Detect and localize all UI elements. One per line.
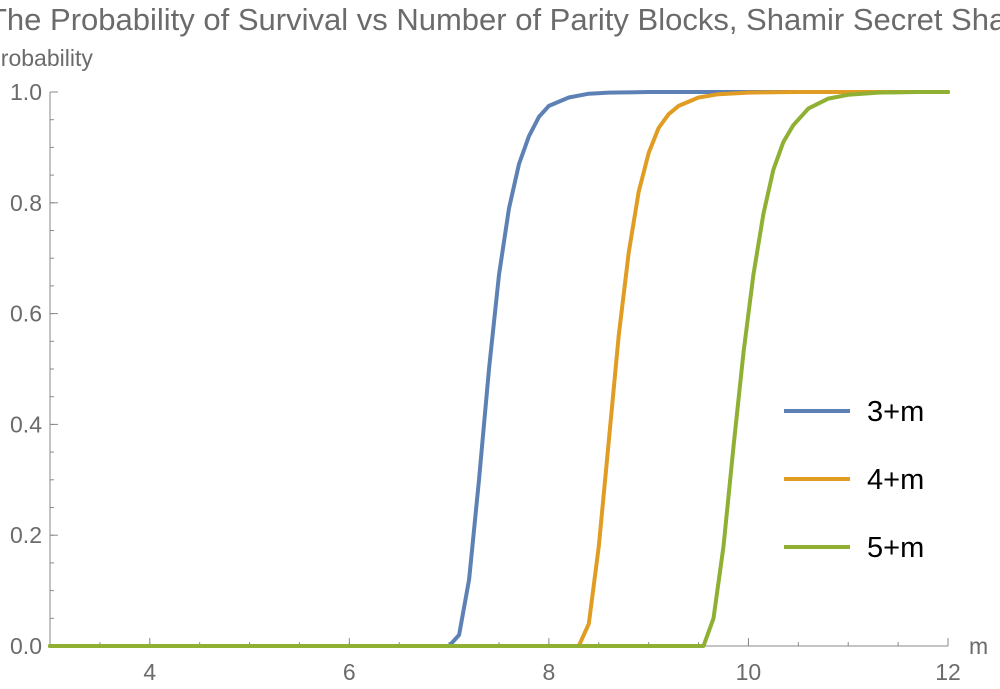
y-tick-label: 0.6 xyxy=(10,301,42,327)
x-tick-label: 8 xyxy=(542,659,555,685)
legend-label: 5+m xyxy=(867,532,924,564)
y-tick-label: 0.2 xyxy=(10,522,42,548)
chart-title: The Probability of Survival vs Number of… xyxy=(0,2,1000,37)
x-axis-label: m xyxy=(969,633,988,659)
y-tick-label: 0.4 xyxy=(10,411,42,437)
x-ticks: 4 6 8 10 12 xyxy=(49,638,961,685)
legend-label: 3+m xyxy=(867,396,924,428)
x-tick-label: 4 xyxy=(143,659,156,685)
legend: 3+m 4+m 5+m xyxy=(784,396,924,564)
legend-label: 4+m xyxy=(867,464,924,496)
x-tick-label: 6 xyxy=(343,659,356,685)
y-tick-label: 0.8 xyxy=(10,190,42,216)
x-tick-label: 10 xyxy=(736,659,762,685)
series-line-3+m xyxy=(48,90,950,648)
series-line-4+m xyxy=(48,90,950,648)
y-tick-label: 0.0 xyxy=(10,633,42,659)
series-layer xyxy=(48,90,950,648)
y-tick-label: 1.0 xyxy=(10,79,42,105)
series-line-5+m xyxy=(48,90,950,648)
y-axis-label: probability xyxy=(0,45,93,71)
x-tick-label: 12 xyxy=(935,659,961,685)
y-ticks: 0.0 0.2 0.4 0.6 0.8 1.0 xyxy=(10,79,58,659)
